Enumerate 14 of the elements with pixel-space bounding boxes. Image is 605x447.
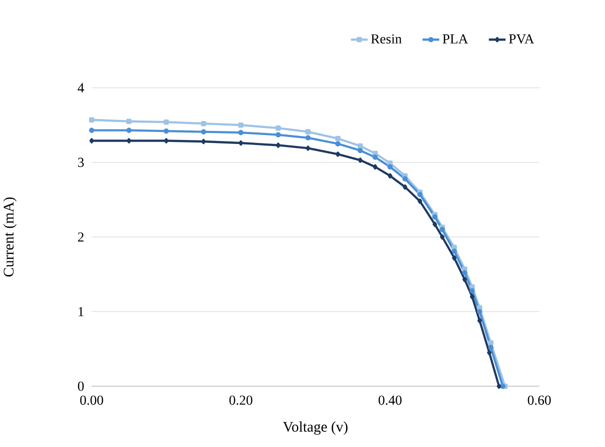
x-tick-label: 0.20	[229, 396, 252, 406]
x-tick-label: 0.00	[80, 396, 104, 406]
y-axis-title: Current (mA)	[3, 198, 17, 277]
y-tick-label: 0	[78, 382, 84, 392]
legend-label: PVA	[508, 34, 534, 44]
y-tick-label: 3	[78, 158, 84, 168]
legend-label: PLA	[442, 34, 468, 44]
y-tick-label: 1	[78, 307, 84, 316]
x-axis-title: Voltage (v)	[282, 422, 348, 435]
y-tick-label: 4	[78, 83, 84, 92]
x-tick-label: 0.60	[528, 396, 551, 406]
x-tick-label: 0.40	[378, 396, 402, 406]
legend-label: Resin	[371, 34, 402, 44]
y-tick-label: 2	[78, 232, 84, 242]
